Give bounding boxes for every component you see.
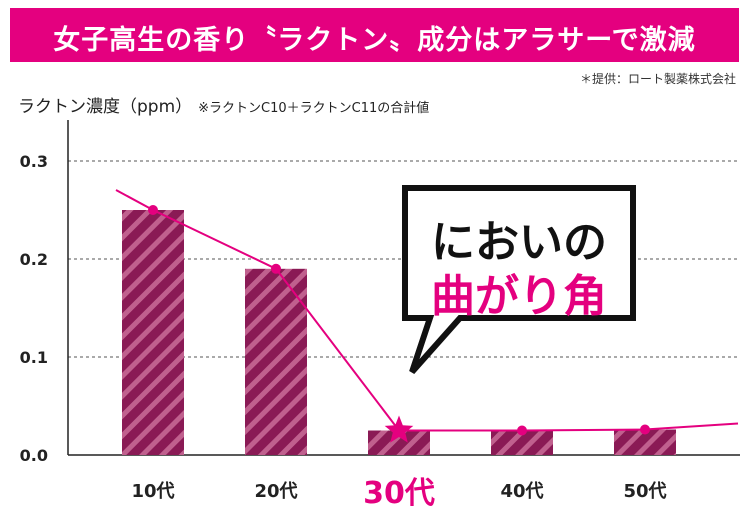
title-bar: 女子高生の香り〝ラクトン〟成分はアラサーで激減 [10,8,739,62]
bar-1 [122,210,184,455]
callout-line1: においの [431,217,607,268]
y-tick-label: 0.3 [20,152,48,171]
y-axis-note: ※ラクトンC10＋ラクトンC11の合計値 [198,101,430,116]
x-tick-label: 50代 [623,481,666,502]
trend-point [517,425,527,436]
tick-labels: 0.0 0.1 0.2 0.3 10代 20代 30代 40代 50代 [20,152,667,511]
callout-line2: 曲がり角 [431,271,607,322]
y-axis-label-group: ラクトン濃度（ppm） ※ラクトンC10＋ラクトンC11の合計値 [18,92,429,117]
trend-point [271,263,281,274]
source-note: ＊提供：ロート製薬株式会社 [579,72,736,86]
callout-bubble [402,185,636,374]
callout-text: においの 曲がり角 [405,188,633,322]
trend-point [640,424,650,435]
y-tick-label: 0.0 [20,446,48,465]
x-tick-label: 10代 [131,481,174,502]
x-tick-label: 20代 [254,481,297,502]
y-tick-label: 0.2 [20,250,48,269]
bars [122,210,676,455]
trend-line [115,189,739,443]
trend-point [148,205,158,215]
x-tick-label: 30代 [363,476,435,511]
x-tick-label: 40代 [500,481,543,502]
star-marker [384,415,414,443]
y-axis-label: ラクトン濃度（ppm） [18,97,193,117]
bar-2 [245,268,307,455]
y-tick-label: 0.1 [20,348,48,367]
chart-title: 女子高生の香り〝ラクトン〟成分はアラサーで激減 [53,25,696,56]
